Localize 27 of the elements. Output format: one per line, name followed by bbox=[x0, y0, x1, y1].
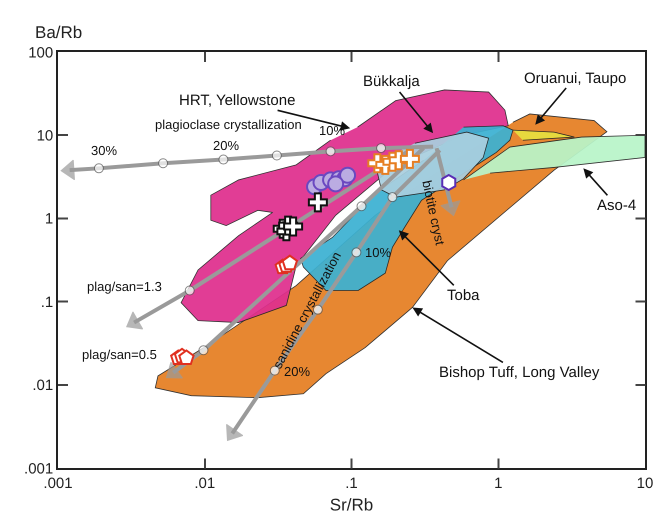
x-tick-label: 10 bbox=[636, 474, 654, 492]
y-axis-title: Ba/Rb bbox=[35, 23, 82, 42]
y-tick-label: 10 bbox=[36, 127, 54, 144]
annotation: Bishop Tuff, Long Valley bbox=[439, 364, 600, 381]
y-tick-label: 100 bbox=[28, 44, 54, 62]
annotation: HRT, Yellowstone bbox=[179, 92, 296, 109]
x-axis-title: Sr/Rb bbox=[330, 496, 374, 515]
annotation: plag/san=1.3 bbox=[87, 279, 162, 294]
y-tick-label: 1 bbox=[44, 210, 54, 228]
x-tick-label: .01 bbox=[194, 474, 216, 492]
y-tick-label: .001 bbox=[24, 460, 54, 478]
y-tick-label: .01 bbox=[32, 377, 54, 394]
annotation: 10% bbox=[319, 123, 346, 138]
annotation: 30% bbox=[91, 143, 118, 158]
annotation: Toba bbox=[447, 287, 480, 304]
annotation: 10% bbox=[365, 245, 392, 260]
annotation: plagioclase crystallization bbox=[155, 117, 302, 132]
annotation: plag/san=0.5 bbox=[82, 347, 157, 362]
annotation: Bükkalja bbox=[363, 73, 420, 90]
x-tick-label: .1 bbox=[345, 474, 358, 492]
x-tick-label: 1 bbox=[494, 474, 502, 492]
annotation: 20% bbox=[284, 364, 310, 379]
annotation: 20% bbox=[213, 138, 240, 153]
y-tick-label: .1 bbox=[40, 294, 54, 311]
annotation: Oruanui, Taupo bbox=[524, 70, 626, 87]
annotation: biotite cryst bbox=[419, 178, 448, 247]
annotation: Aso-4 bbox=[597, 197, 636, 214]
